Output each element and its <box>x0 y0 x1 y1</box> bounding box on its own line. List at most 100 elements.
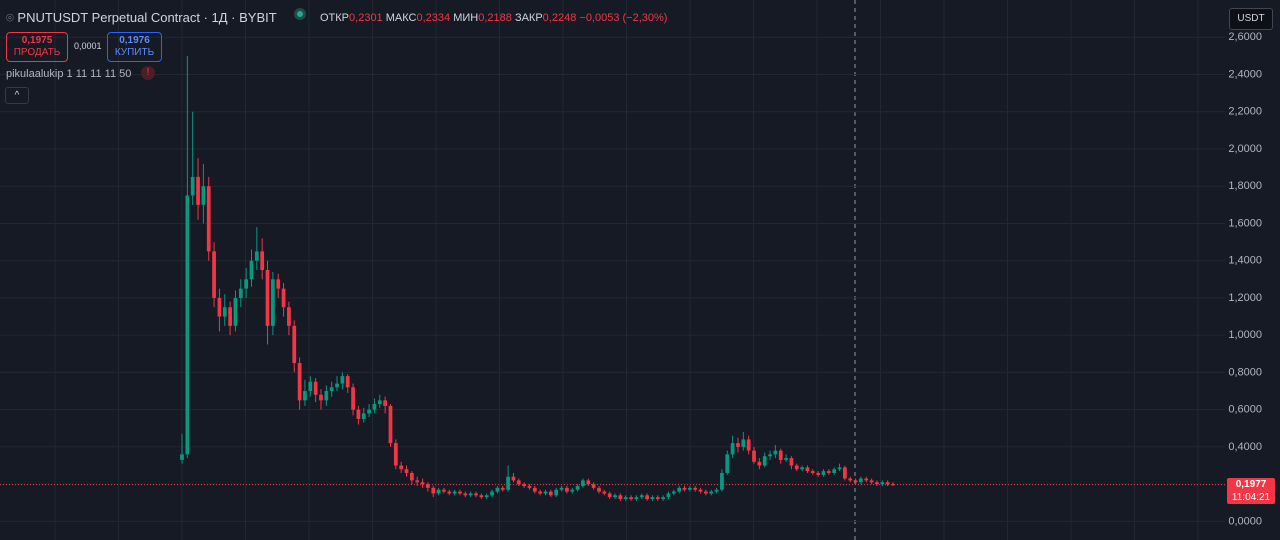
candle-body <box>725 454 730 473</box>
candle-body <box>543 491 548 494</box>
candle-body <box>629 497 633 500</box>
candle-body <box>650 497 655 500</box>
candle-body <box>859 478 863 483</box>
candle-body <box>404 469 409 473</box>
candle-body <box>484 495 489 498</box>
candle-body <box>345 376 350 388</box>
collapse-button[interactable]: ^ <box>5 87 29 104</box>
candle-body <box>196 176 200 205</box>
candle-body <box>201 186 206 205</box>
candle-body <box>426 484 430 488</box>
label: МАКС <box>385 12 417 24</box>
buy-label: КУПИТЬ <box>114 47 155 58</box>
buy-button[interactable]: 0,1976 КУПИТЬ <box>107 32 162 62</box>
candle-body <box>185 195 190 455</box>
sell-label: ПРОДАТЬ <box>13 47 61 58</box>
candle-body <box>340 376 345 384</box>
value: 0,2188 <box>478 12 512 24</box>
y-tick-label: 0,6000 <box>1228 404 1262 416</box>
candle-body <box>329 387 334 392</box>
y-tick-label: 0,8000 <box>1228 366 1262 378</box>
candle-body <box>682 487 687 490</box>
candle-body <box>789 458 794 466</box>
y-tick-label: 1,8000 <box>1228 180 1262 192</box>
candle-body <box>826 471 831 473</box>
label: ОТКР <box>320 12 350 24</box>
candle-body <box>559 487 564 490</box>
candle-body <box>832 469 837 473</box>
candle-body <box>778 450 783 460</box>
candle-body <box>565 487 569 492</box>
symbol-title[interactable]: ⌾ PNUTUSDT Perpetual Contract · 1Д · BYB… <box>6 10 277 25</box>
candle-body <box>800 467 804 470</box>
candle-body <box>746 439 751 451</box>
candle-body <box>500 487 505 490</box>
y-tick-label: 1,2000 <box>1228 292 1262 304</box>
candle-body <box>265 270 270 326</box>
warning-icon[interactable]: ! <box>141 66 155 80</box>
candle-body <box>287 307 291 326</box>
candle-body <box>436 489 441 494</box>
label: ЗАКР <box>514 12 543 24</box>
price-tag-value: 0,1977 <box>1235 479 1267 490</box>
candle-body <box>720 472 724 490</box>
candle-body <box>693 487 698 490</box>
candle-body <box>335 383 339 388</box>
candle-body <box>741 439 746 447</box>
candle-body <box>687 487 692 490</box>
candle-body <box>623 497 628 500</box>
candle-body <box>639 495 644 498</box>
candle-body <box>276 279 281 289</box>
y-tick-label: 0,0000 <box>1228 515 1262 527</box>
candle-body <box>704 491 708 494</box>
candle-body <box>511 476 516 481</box>
candle-body <box>356 409 361 419</box>
candle-body <box>891 484 895 486</box>
candle-body <box>634 497 639 500</box>
candle-body <box>591 484 596 488</box>
candle-body <box>190 176 195 196</box>
candle-body <box>532 487 537 492</box>
candle-body <box>452 491 457 494</box>
candle-body <box>880 482 885 485</box>
y-tick-label: 2,0000 <box>1228 143 1262 155</box>
candle-body <box>613 495 617 498</box>
candle-body <box>393 443 398 466</box>
symbol: PNUTUSDT Perpetual Contract · 1Д · BYBIT <box>17 10 277 25</box>
candle-body <box>410 472 414 481</box>
candle-body <box>372 404 377 410</box>
candle-body <box>671 491 676 494</box>
candle-body <box>367 409 371 414</box>
candle-body <box>586 480 591 485</box>
sell-price: 0,1975 <box>21 35 53 46</box>
buy-price: 0,1976 <box>119 35 150 46</box>
candle-body <box>709 491 714 494</box>
candle-body <box>383 400 388 406</box>
candle-body <box>602 491 607 494</box>
candle-body <box>479 495 484 498</box>
candle-body <box>399 465 404 470</box>
candle-body <box>281 288 286 308</box>
candle-body <box>463 493 468 496</box>
candle-body <box>554 489 559 496</box>
indicator-label[interactable]: pikulaalukip 1 11 11 11 50 <box>6 68 132 80</box>
currency-selector[interactable]: USDT <box>1229 8 1273 30</box>
candle-body <box>474 493 478 496</box>
change: −0,0053 (−2,30%) <box>579 12 668 24</box>
candle-body <box>575 486 580 490</box>
candle-body <box>538 491 543 494</box>
candle-body <box>244 279 249 289</box>
candle-body <box>655 497 660 500</box>
status-dot <box>294 8 306 20</box>
candle-body <box>773 450 778 455</box>
sell-button[interactable]: 0,1975 ПРОДАТЬ <box>6 32 68 62</box>
candle-body <box>794 465 799 470</box>
price-tag: 0,1977 11:04:21 <box>1227 478 1275 504</box>
candle-body <box>303 391 307 401</box>
value: 0,2334 <box>416 12 451 24</box>
candle-body <box>736 443 740 447</box>
candle-body <box>516 480 521 485</box>
candle-body <box>666 493 671 498</box>
candle-body <box>180 454 184 460</box>
value: 0,2248 <box>542 12 577 24</box>
